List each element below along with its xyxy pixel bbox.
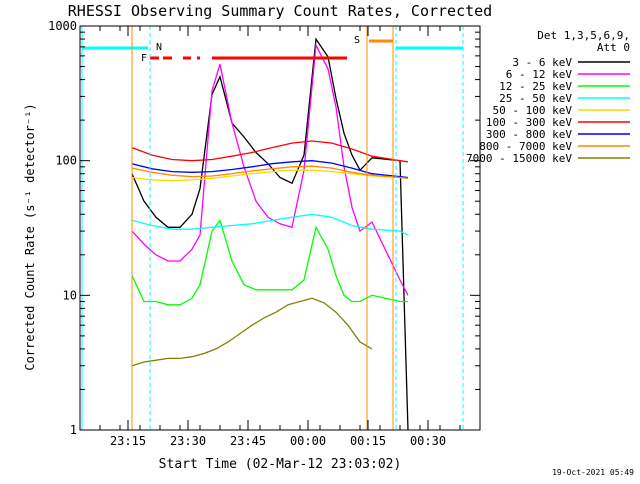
timestamp: 19-Oct-2021 05:49 bbox=[552, 468, 634, 477]
flag-label-f: F bbox=[141, 53, 147, 64]
legend-label-4: 25 - 50 keV bbox=[499, 92, 572, 105]
series-line-4 bbox=[131, 213, 409, 236]
legend-header-1: Det 1,3,5,6,9, bbox=[537, 29, 630, 42]
legend-label-2: 6 - 12 keV bbox=[506, 68, 573, 81]
x-tick-label-6: 00:30 bbox=[410, 434, 446, 448]
series-line-6 bbox=[131, 140, 409, 163]
legend-label-6: 100 - 300 keV bbox=[486, 116, 572, 129]
legend-label-1: 3 - 6 keV bbox=[512, 56, 572, 69]
legend-label-7: 300 - 800 keV bbox=[486, 128, 572, 141]
x-tick-label-3: 23:45 bbox=[230, 434, 266, 448]
legend-header-2: Att 0 bbox=[597, 41, 630, 54]
legend-label-3: 12 - 25 keV bbox=[499, 80, 572, 93]
series-line-2 bbox=[131, 42, 409, 296]
plot-frame bbox=[79, 25, 481, 431]
x-tick-label-5: 00:15 bbox=[350, 434, 386, 448]
x-tick-label-1: 23:15 bbox=[110, 434, 146, 448]
legend-label-8: 800 - 7000 keV bbox=[479, 140, 572, 153]
series-line-5 bbox=[131, 169, 409, 182]
x-axis-label: Start Time (02-Mar-12 23:03:02) bbox=[159, 457, 402, 472]
y-tick-label-3: 100 bbox=[55, 154, 77, 168]
flag-label-n: N bbox=[156, 42, 162, 53]
series-line-7 bbox=[131, 160, 409, 179]
x-tick-label-4: 00:00 bbox=[290, 434, 326, 448]
legend-label-5: 50 - 100 keV bbox=[493, 104, 573, 117]
y-axis-label: Corrected Count Rate (s⁻¹ detector⁻¹) bbox=[23, 103, 37, 370]
y-tick-label-2: 10 bbox=[63, 288, 77, 302]
chart-title: RHESSI Observing Summary Count Rates, Co… bbox=[68, 2, 492, 20]
legend-label-9: 7000 - 15000 keV bbox=[466, 152, 572, 165]
series-line-8 bbox=[131, 165, 409, 179]
y-tick-label-4: 1000 bbox=[48, 19, 77, 33]
series-line-9 bbox=[131, 297, 373, 367]
flag-label-s: S bbox=[354, 35, 360, 46]
series-line-3 bbox=[131, 218, 408, 306]
x-tick-label-2: 23:30 bbox=[170, 434, 206, 448]
y-tick-label-1: 1 bbox=[70, 423, 77, 437]
